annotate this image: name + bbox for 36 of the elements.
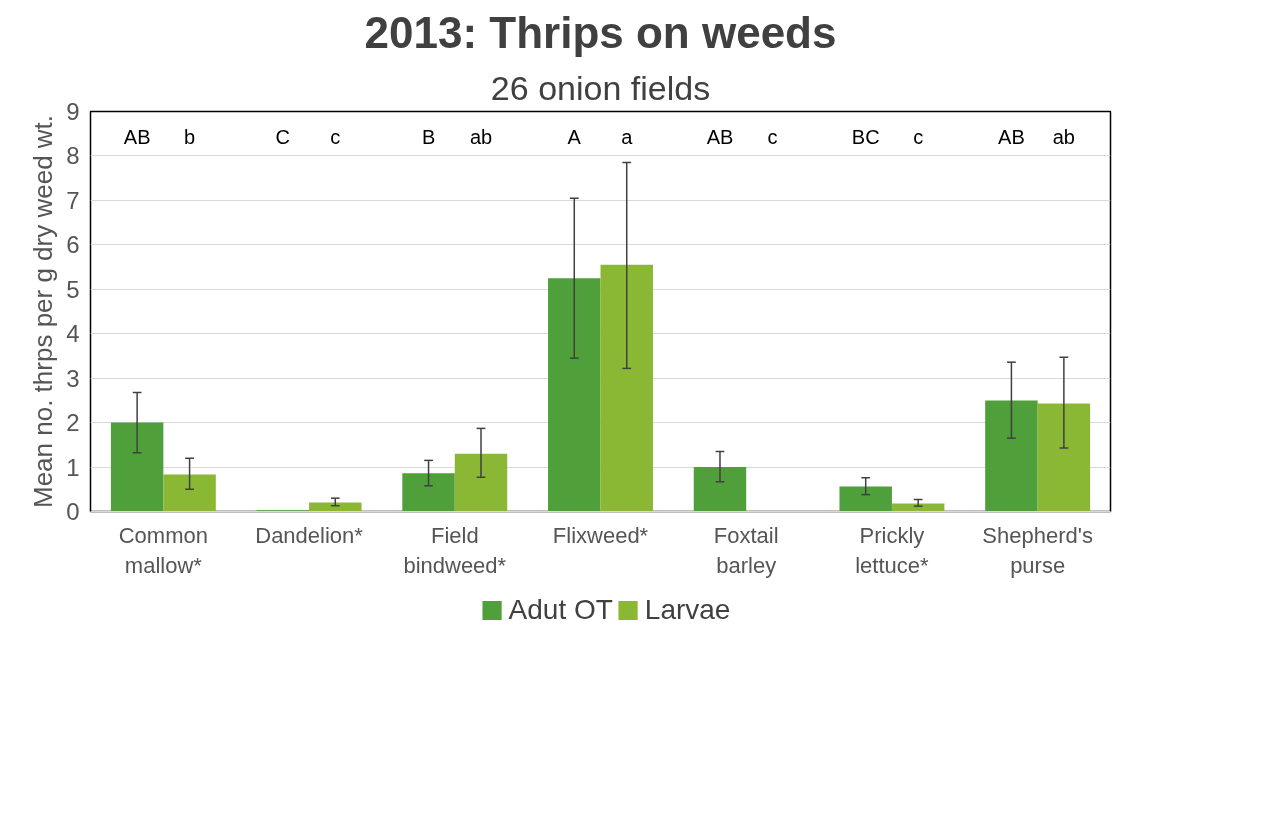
x-tick-label: Field bindweed* xyxy=(403,522,507,578)
y-tick-label: 6 xyxy=(66,231,80,259)
x-tick-label: Flixweed* xyxy=(552,522,649,548)
x-tick-label: Shepherd's purse xyxy=(982,522,1093,578)
annotation: AB xyxy=(998,125,1025,148)
annotation: a xyxy=(621,125,634,148)
annotation: c xyxy=(767,125,778,148)
annotation: b xyxy=(184,125,196,148)
x-tick-label: Foxtail barley xyxy=(713,522,779,578)
annotation: c xyxy=(913,125,924,148)
annotation: AB xyxy=(706,125,734,148)
annotation: AB xyxy=(123,125,151,148)
annotation: ab xyxy=(1052,125,1075,148)
legend-label: Larvae xyxy=(644,594,731,626)
y-tick-label: 5 xyxy=(66,275,80,303)
y-tick-label: 4 xyxy=(66,320,80,348)
y-tick-label: 0 xyxy=(66,498,80,525)
y-tick-label: 8 xyxy=(66,142,80,170)
y-tick-label: 1 xyxy=(66,453,80,481)
x-tick-label: Common mallow* xyxy=(118,522,208,578)
chart-title: 2013: Thrips on weeds xyxy=(364,7,837,57)
annotation: c xyxy=(330,125,341,148)
annotation: B xyxy=(421,125,436,148)
x-tick-label: Prickly lettuce* xyxy=(855,522,930,578)
y-axis-title: Mean no. thrps per g dry weed wt. xyxy=(28,114,59,509)
annotation: ab xyxy=(469,125,493,148)
annotation: A xyxy=(567,125,582,148)
annotation: C xyxy=(275,125,291,148)
y-tick-label: 2 xyxy=(66,409,80,437)
annotation: BC xyxy=(851,125,880,148)
legend-label: Adut OT xyxy=(508,594,613,626)
chart-subtitle: 26 onion fields xyxy=(490,68,711,107)
y-tick-label: 3 xyxy=(66,364,80,392)
y-tick-label: 9 xyxy=(66,98,80,125)
y-tick-label: 7 xyxy=(66,186,80,214)
x-tick-label: Dandelion* xyxy=(255,522,364,548)
